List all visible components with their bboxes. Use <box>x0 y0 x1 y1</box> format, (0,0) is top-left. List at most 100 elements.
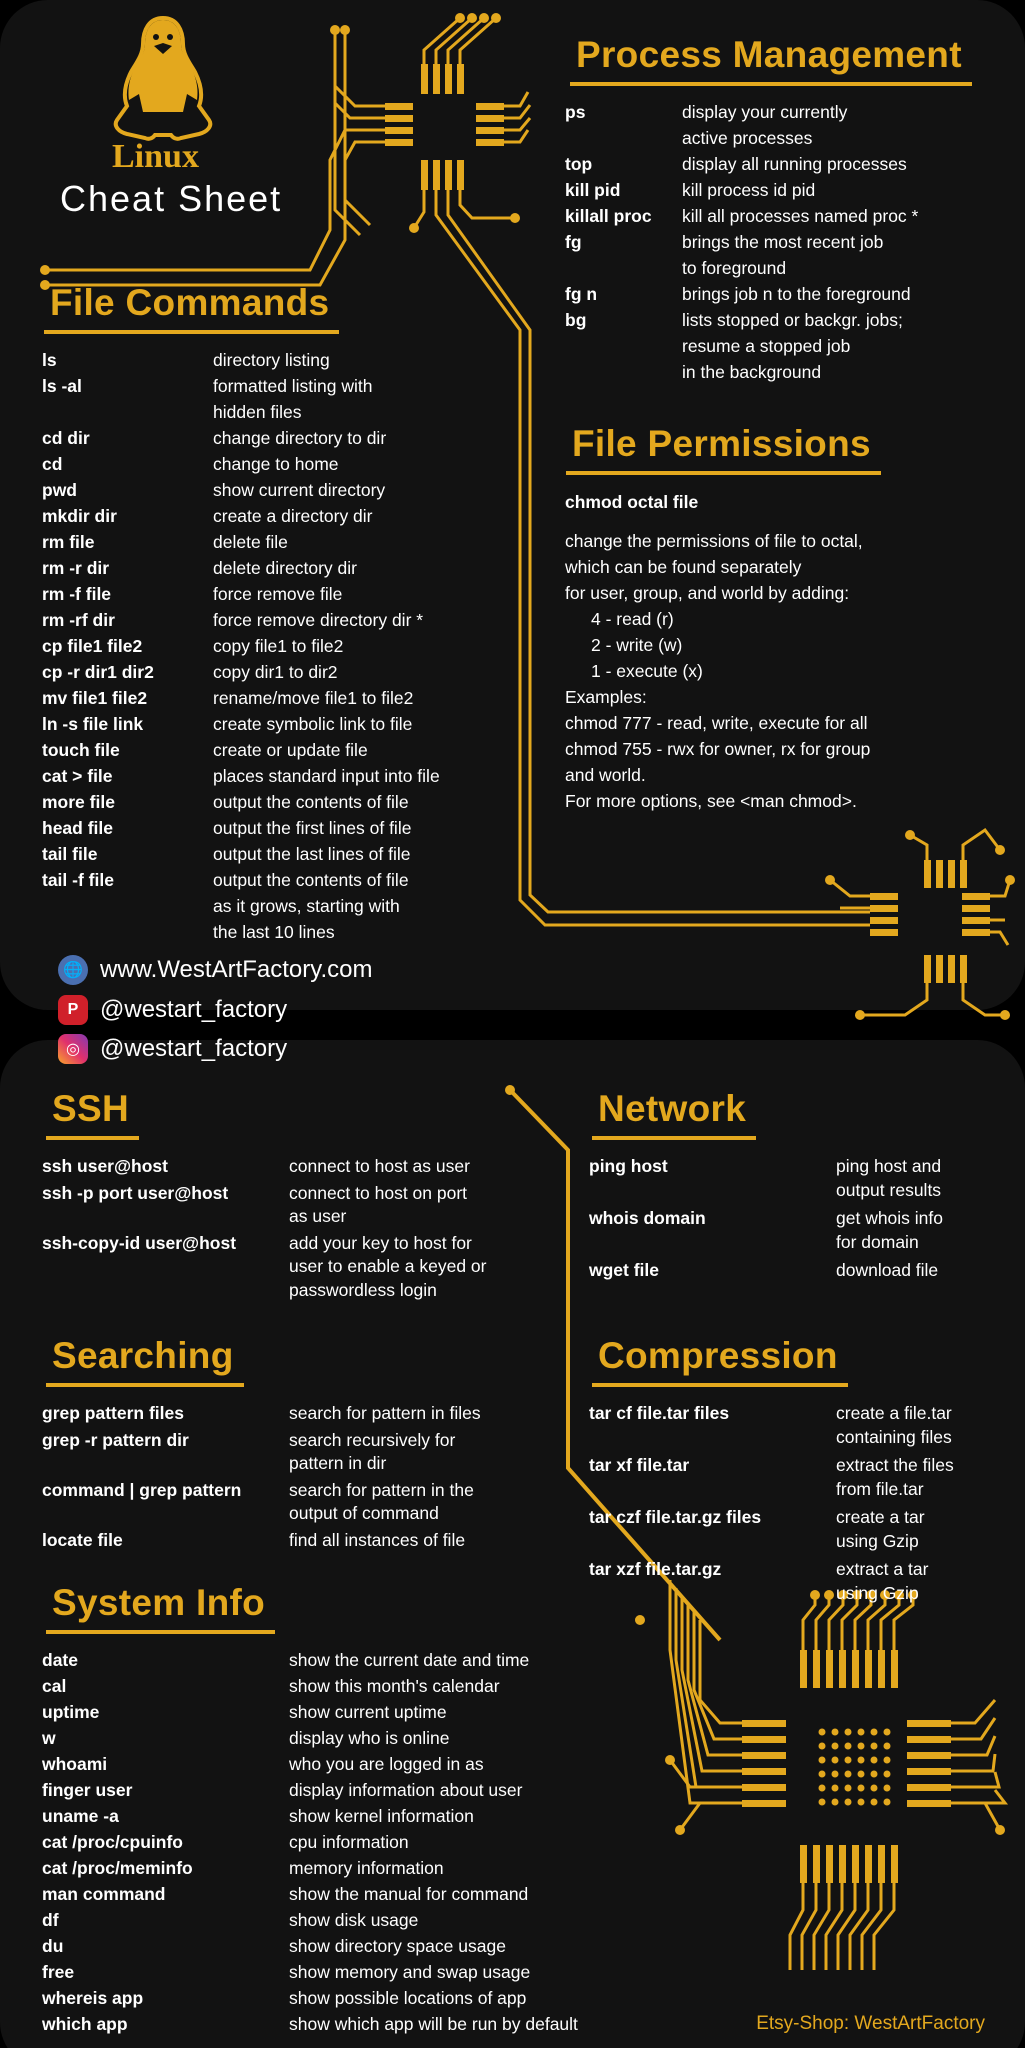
command-description: user to enable a keyed or <box>289 1256 487 1276</box>
circuit-trace <box>412 190 870 927</box>
logo-title: Linux <box>112 138 199 175</box>
chip-pin <box>878 1845 885 1883</box>
circuit-node <box>825 875 835 885</box>
command-description: search for pattern in files <box>289 1403 481 1423</box>
social-instagram[interactable]: ◎ @westart_factory <box>58 1034 287 1064</box>
chip-dot <box>844 1756 852 1764</box>
circuit-node <box>880 1590 890 1600</box>
chip-pin <box>476 127 504 134</box>
chip-pin <box>813 1650 820 1688</box>
heading-text: File Commands <box>50 282 330 323</box>
command-description: active processes <box>682 128 813 148</box>
pinterest-icon: P <box>58 995 88 1025</box>
chip-pin <box>962 929 990 936</box>
circuit-node <box>838 1590 848 1600</box>
command-name: tar cf file.tar files <box>589 1403 730 1423</box>
command-name: command | grep pattern <box>42 1479 242 1500</box>
command-description: formatted listing with <box>213 376 373 396</box>
chip-pin <box>457 160 464 190</box>
command-name: bg <box>565 310 587 330</box>
circuit-node <box>340 25 350 35</box>
circuit-trace <box>333 30 372 237</box>
chip-dot <box>818 1728 826 1736</box>
tux-penguin-icon <box>113 16 213 141</box>
chip-dot <box>870 1756 878 1764</box>
chip-pin <box>445 160 452 190</box>
website-link[interactable]: www.WestArtFactory.com <box>100 956 373 983</box>
command-description: download file <box>836 1260 939 1280</box>
chip-dot <box>857 1784 865 1792</box>
command-description: cpu information <box>289 1832 409 1852</box>
circuit-trace <box>860 983 1005 1017</box>
chip-pin <box>839 1650 846 1688</box>
chip-dot <box>831 1742 839 1750</box>
command-name: top <box>565 154 593 174</box>
command-description: show possible locations of app <box>289 1988 527 2008</box>
command-name: mv file1 file2 <box>42 688 148 708</box>
command-name: ssh-copy-id user@host <box>42 1232 237 1253</box>
command-description: directory listing <box>213 350 330 370</box>
command-description: display who is online <box>289 1728 450 1748</box>
heading-underline <box>592 1136 757 1140</box>
permissions-line: chmod 755 - rwx for owner, rx for group <box>565 739 871 759</box>
chip-pin <box>870 917 898 924</box>
instagram-handle[interactable]: @westart_factory <box>100 1035 288 1062</box>
command-name: wget file <box>589 1260 660 1280</box>
chip-pin <box>421 160 428 190</box>
permissions-command: chmod octal file <box>565 492 699 512</box>
command-description: get whois info <box>836 1208 944 1228</box>
command-description: output the last lines of file <box>213 844 411 864</box>
command-name: ping host <box>589 1156 668 1176</box>
command-description: show which app will be run by default <box>289 2014 578 2034</box>
social-pinterest[interactable]: P @westart_factory <box>58 995 287 1025</box>
command-name: rm -r dir <box>42 558 110 578</box>
heading-text: System Info <box>52 1582 266 1623</box>
chip-pin <box>878 1650 885 1688</box>
circuit-node <box>665 1755 675 1765</box>
circuit-node <box>1000 1010 1010 1020</box>
command-description: show current uptime <box>289 1702 447 1722</box>
command-description: delete directory dir <box>213 558 357 578</box>
circuit-node <box>894 1590 904 1600</box>
permissions-line: Examples: <box>565 687 647 707</box>
chip-pin <box>742 1752 786 1759</box>
command-description: to foreground <box>682 258 787 278</box>
chip-pin <box>962 917 990 924</box>
command-description: show this month's calendar <box>289 1676 500 1696</box>
circuit-node <box>855 1010 865 1020</box>
command-name: ls -al <box>42 376 82 396</box>
command-description: using Gzip <box>836 1582 919 1603</box>
circuit-trace <box>951 1789 1009 1805</box>
chip-dot <box>831 1798 839 1806</box>
command-description: brings job n to the foreground <box>682 284 911 304</box>
command-name: grep pattern files <box>42 1403 184 1423</box>
command-description: show the current date and time <box>289 1650 530 1670</box>
command-description: show disk usage <box>289 1910 419 1930</box>
permissions-line: 4 - read (r) <box>591 609 674 629</box>
permissions-line: and world. <box>565 765 646 785</box>
command-description: create a tar <box>836 1507 925 1527</box>
command-name: mkdir dir <box>42 506 117 526</box>
command-description: delete file <box>213 532 288 552</box>
chip-pin <box>907 1752 951 1759</box>
chip-dot <box>844 1728 852 1736</box>
circuit-node <box>810 1590 820 1600</box>
circuit-trace <box>668 1759 742 1831</box>
command-name: killall proc <box>565 206 652 226</box>
heading-underline <box>592 1383 848 1387</box>
command-name: cat /proc/cpuinfo <box>42 1832 183 1852</box>
command-description: create a file.tar <box>836 1403 952 1423</box>
command-description: places standard input into file <box>213 766 440 786</box>
circuit-trace <box>951 1717 997 1741</box>
social-website[interactable]: 🌐 www.WestArtFactory.com <box>58 955 372 985</box>
command-description: show memory and swap usage <box>289 1962 531 1982</box>
circuit-trace <box>692 1612 742 1741</box>
command-description: containing files <box>836 1426 952 1447</box>
command-name: cat /proc/meminfo <box>42 1858 193 1878</box>
chip-pin <box>852 1650 859 1688</box>
chip-pin <box>742 1784 786 1791</box>
pinterest-handle[interactable]: @westart_factory <box>100 996 288 1023</box>
chip-pin <box>907 1736 951 1743</box>
chip-pin <box>445 64 452 94</box>
